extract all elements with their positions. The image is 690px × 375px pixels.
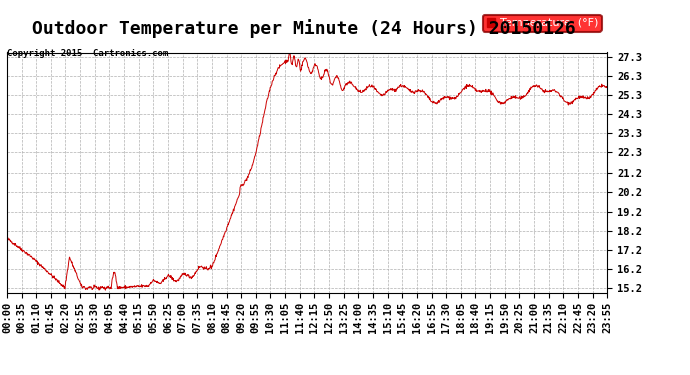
- Legend: Temperature  (°F): Temperature (°F): [483, 15, 602, 32]
- Text: Outdoor Temperature per Minute (24 Hours) 20150126: Outdoor Temperature per Minute (24 Hours…: [32, 19, 575, 38]
- Text: Copyright 2015  Cartronics.com: Copyright 2015 Cartronics.com: [7, 49, 168, 58]
